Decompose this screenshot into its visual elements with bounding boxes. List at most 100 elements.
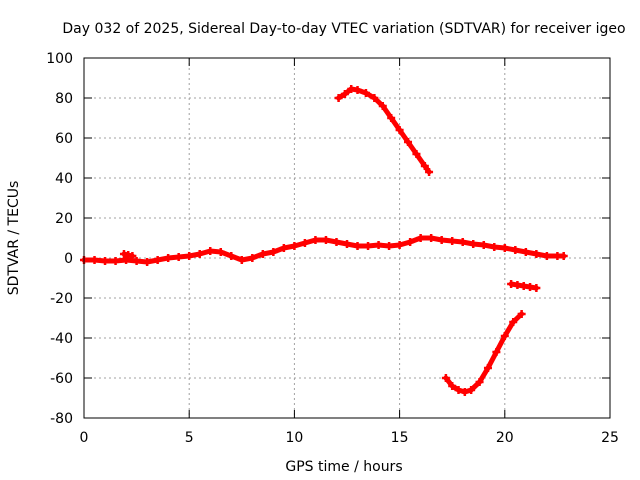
grid-lines [84,58,610,418]
data-point [353,242,362,250]
data-point [334,94,343,102]
chart-title: Day 032 of 2025, Sidereal Day-to-day VTE… [62,21,625,37]
data-point [542,252,551,260]
series-band [443,311,525,395]
x-tick-label: 25 [601,430,619,446]
data-point [559,252,568,260]
data-point [258,250,267,258]
data-point [370,94,379,102]
axis-ticks: -80 -60 -40 -20 0 20 40 60 80 100 0 5 10 15 20 25 [46,51,619,446]
y-tick-label: -80 [50,411,73,427]
data-point [475,378,484,386]
data-point [509,318,518,326]
x-tick-label: 5 [185,430,194,446]
series-band [81,235,567,265]
data-point [492,348,501,356]
data-point [143,258,152,266]
data-point [269,248,278,256]
data-point [361,89,370,97]
data-point [343,240,351,248]
series-band [336,86,432,175]
data-point [458,238,467,246]
data-point [500,244,509,252]
data-point [321,236,330,244]
data-point [385,242,394,250]
data-point [406,238,415,246]
data-point [340,90,349,98]
data-point [454,386,463,394]
data-point [185,252,194,260]
data-point [195,250,204,258]
data-point [521,248,530,256]
data-point [164,254,173,262]
x-tick-label: 10 [285,430,303,446]
data-point [395,241,404,249]
data-point [387,114,396,122]
data-point [441,374,450,382]
data-point [132,257,141,265]
data-point [128,252,137,260]
data-point [420,162,429,170]
data-point [279,244,288,252]
data-point [374,241,383,249]
data-point [479,241,488,249]
data-point [311,236,320,244]
data-point [378,102,387,110]
data-point [448,237,457,245]
plot-frame [83,57,611,419]
x-axis-label: GPS time / hours [285,459,402,475]
data-point [101,257,110,265]
data-point [532,284,541,292]
data-point [174,253,183,261]
data-point [395,126,404,134]
series-lower-arc [441,310,526,396]
y-tick-label: 80 [55,91,73,107]
data-point [517,310,526,318]
y-tick-label: 40 [55,171,73,187]
data-series [80,85,568,396]
series-small-segment-start [119,250,137,260]
x-tick-label: 0 [80,430,89,446]
data-point [490,243,499,251]
data-point [500,332,509,340]
data-point [364,242,373,250]
data-point [416,234,425,242]
data-point [300,239,309,247]
data-point [227,252,236,260]
data-point [427,234,436,242]
data-point [425,168,434,176]
y-tick-label: 0 [64,251,73,267]
data-point [467,386,476,394]
data-point [111,257,120,265]
series-short-segment [507,280,541,292]
series-main-arc [80,234,568,266]
data-point [483,364,492,372]
data-point [469,240,478,248]
data-point [353,86,362,94]
y-tick-label: 20 [55,211,73,227]
y-tick-label: -40 [50,331,73,347]
data-point [404,138,413,146]
y-tick-label: 60 [55,131,73,147]
x-tick-label: 15 [391,430,409,446]
y-tick-label: -20 [50,291,73,307]
data-point [290,242,299,250]
data-point [448,382,457,390]
data-point [248,254,257,262]
data-point [206,247,215,255]
data-point [216,248,225,256]
data-point [460,388,469,396]
data-point [332,238,341,246]
y-tick-label: -60 [50,371,73,387]
data-point [122,256,131,264]
data-point [412,150,421,158]
y-tick-label: 100 [46,51,73,67]
data-point [532,250,541,258]
data-point [153,256,162,264]
data-point [90,256,99,264]
series-upper-arc [334,85,434,176]
data-point [437,236,446,244]
x-tick-label: 20 [496,430,514,446]
y-axis-label: SDTVAR / TECUs [6,181,22,296]
